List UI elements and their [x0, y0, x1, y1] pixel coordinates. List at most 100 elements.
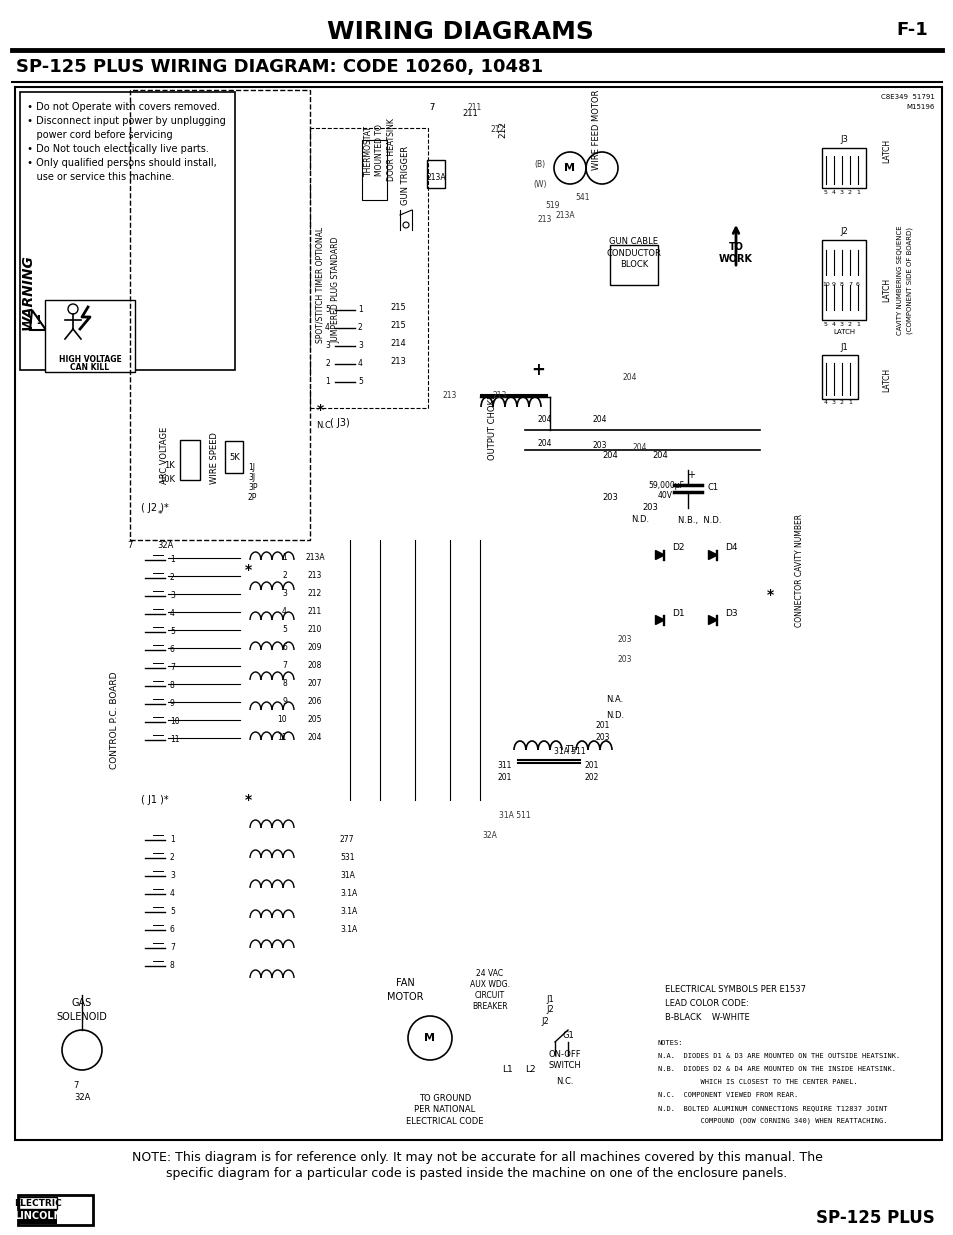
Bar: [821, 354, 857, 399]
Text: 1: 1: [282, 553, 287, 562]
Text: N.C.  COMPONENT VIEWED FROM REAR.: N.C. COMPONENT VIEWED FROM REAR.: [658, 1092, 798, 1098]
Text: 8: 8: [840, 283, 843, 288]
Text: +: +: [686, 471, 695, 480]
Text: 2: 2: [357, 324, 362, 332]
Text: 311: 311: [497, 761, 512, 769]
Bar: [225, 441, 243, 473]
Text: 201: 201: [497, 773, 512, 783]
Text: 4: 4: [831, 189, 835, 194]
Text: 204: 204: [537, 415, 552, 425]
Text: 210: 210: [308, 625, 322, 635]
Text: *: *: [765, 588, 773, 601]
Text: !: !: [35, 314, 41, 326]
Text: 206: 206: [308, 698, 322, 706]
Text: 1: 1: [855, 321, 859, 326]
Text: WIRE SPEED: WIRE SPEED: [211, 432, 219, 484]
Bar: [361, 140, 387, 200]
Text: 4: 4: [170, 889, 174, 899]
Bar: [821, 148, 865, 188]
Text: 4: 4: [831, 321, 835, 326]
Text: 213: 213: [537, 215, 552, 225]
Text: 7: 7: [170, 944, 174, 952]
Text: 211: 211: [467, 104, 481, 112]
Text: 32A: 32A: [156, 541, 173, 551]
Polygon shape: [708, 615, 717, 625]
Text: N.C.: N.C.: [315, 420, 334, 430]
Text: 3: 3: [357, 342, 362, 351]
Text: 32A: 32A: [482, 831, 497, 841]
Text: 7: 7: [429, 103, 434, 111]
Text: 7: 7: [429, 103, 435, 111]
Text: 541: 541: [576, 194, 590, 203]
Text: LEAD COLOR CODE:: LEAD COLOR CODE:: [664, 999, 748, 1008]
Text: 9: 9: [282, 698, 287, 706]
Text: 2: 2: [170, 573, 174, 583]
Bar: [427, 161, 444, 188]
Polygon shape: [655, 615, 664, 625]
Text: 31A: 31A: [339, 872, 355, 881]
Text: specific diagram for a particular code is pasted inside the machine on one of th: specific diagram for a particular code i…: [166, 1167, 787, 1179]
Text: 213: 213: [390, 357, 406, 367]
Text: 5: 5: [823, 189, 827, 194]
Text: 5: 5: [357, 378, 362, 387]
Text: 3: 3: [840, 321, 843, 326]
Text: D3: D3: [724, 609, 737, 618]
Text: power cord before servicing: power cord before servicing: [24, 130, 172, 140]
Text: N.D.  BOLTED ALUMINUM CONNECTIONS REQUIRE T12837 JOINT: N.D. BOLTED ALUMINUM CONNECTIONS REQUIRE…: [658, 1105, 886, 1112]
Bar: [130, 90, 310, 540]
Text: 204: 204: [632, 443, 646, 452]
Bar: [180, 440, 200, 480]
Text: D1: D1: [671, 609, 684, 618]
Text: 3P: 3P: [248, 483, 257, 493]
Text: • Do Not touch electrically live parts.: • Do Not touch electrically live parts.: [24, 144, 209, 154]
Text: 59,000µF: 59,000µF: [647, 480, 683, 489]
Text: CONTROL P.C. BOARD: CONTROL P.C. BOARD: [111, 672, 119, 768]
Text: • Only qualified persons should install,: • Only qualified persons should install,: [24, 158, 216, 168]
Polygon shape: [655, 551, 664, 559]
Text: 3: 3: [282, 589, 287, 599]
Text: +: +: [531, 361, 544, 379]
Text: 203: 203: [601, 494, 618, 503]
Text: 204: 204: [537, 438, 552, 447]
Text: M: M: [424, 1032, 435, 1044]
Text: 203: 203: [641, 503, 658, 511]
Text: 5: 5: [325, 305, 330, 315]
Text: 204: 204: [622, 373, 637, 383]
Text: F-1: F-1: [895, 21, 927, 40]
Text: 203: 203: [592, 441, 607, 450]
Text: 215: 215: [390, 321, 405, 331]
Text: 203: 203: [618, 656, 632, 664]
Text: 10: 10: [821, 283, 829, 288]
Text: 4: 4: [823, 400, 827, 405]
Text: 212: 212: [498, 121, 507, 138]
Text: TO
WORK: TO WORK: [719, 242, 752, 264]
Text: 24 VAC
AUX WDG.
CIRCUIT
BREAKER: 24 VAC AUX WDG. CIRCUIT BREAKER: [470, 968, 510, 1011]
Text: CAVITY NUMBERING SEQUENCE: CAVITY NUMBERING SEQUENCE: [896, 225, 902, 335]
Bar: [18, 1195, 92, 1225]
Text: 5K: 5K: [230, 453, 240, 462]
Text: 2: 2: [847, 321, 851, 326]
Bar: [19, 1210, 57, 1224]
Text: • Disconnect input power by unplugging: • Disconnect input power by unplugging: [24, 116, 226, 126]
Text: 5: 5: [170, 627, 174, 636]
Text: ( J2 )*: ( J2 )*: [141, 503, 169, 513]
Text: WHICH IS CLOSEST TO THE CENTER PANEL.: WHICH IS CLOSEST TO THE CENTER PANEL.: [658, 1079, 857, 1086]
Text: 3: 3: [840, 189, 843, 194]
Text: M15196: M15196: [905, 104, 934, 110]
Text: 5: 5: [170, 908, 174, 916]
Text: 203: 203: [618, 636, 632, 645]
Text: J1: J1: [545, 995, 554, 1004]
Text: (B): (B): [534, 161, 545, 169]
Text: JUMPERED PLUG STANDARD: JUMPERED PLUG STANDARD: [331, 237, 339, 343]
Text: 208: 208: [308, 662, 322, 671]
Text: N.B.,  N.D.: N.B., N.D.: [678, 515, 721, 525]
Text: L2: L2: [524, 1066, 535, 1074]
Text: J2: J2: [540, 1018, 548, 1026]
Text: LATCH: LATCH: [882, 368, 890, 391]
Text: use or service this machine.: use or service this machine.: [24, 172, 174, 182]
Polygon shape: [708, 551, 717, 559]
Text: 215: 215: [390, 304, 405, 312]
Bar: [310, 128, 428, 408]
Text: B-BLACK    W-WHITE: B-BLACK W-WHITE: [664, 1014, 749, 1023]
Text: 2P: 2P: [248, 494, 257, 503]
